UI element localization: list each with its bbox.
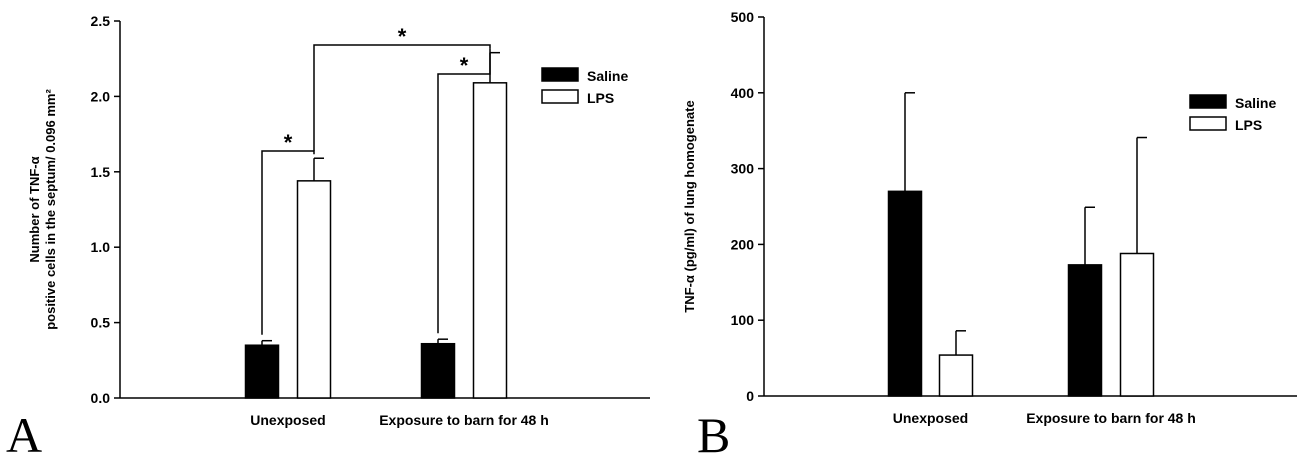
y-axis-label-line1: Number of TNF-α <box>27 156 42 262</box>
legend-label-lps: LPS <box>1235 117 1262 133</box>
bar-saline <box>244 344 280 399</box>
y-tick-label: 1.5 <box>91 164 111 180</box>
x-category-label: Exposure to barn for 48 h <box>379 412 549 428</box>
bar-lps <box>296 180 332 399</box>
panel-b-chart: 0 100 200 300 400 500 TNF-α (pg/ml) of lung ho… <box>682 9 1297 455</box>
panel-a-chart: 0.0 0.5 1.0 1.5 2.0 2.5 Number of TNF-α positiv… <box>6 13 650 455</box>
significance-bracket <box>313 44 491 151</box>
panel-letter: B <box>697 407 730 455</box>
legend-swatch-lps <box>541 89 579 104</box>
legend-label-saline: Saline <box>1235 95 1276 111</box>
legend-swatch-saline <box>1189 94 1227 109</box>
y-tick-label: 300 <box>731 161 755 177</box>
y-axis-label: TNF-α (pg/ml) of lung homogenate <box>682 100 697 312</box>
significance-bracket <box>261 150 315 335</box>
x-category-label: Unexposed <box>893 410 968 426</box>
y-tick-label: 200 <box>731 236 755 252</box>
y-tick-label: 100 <box>731 312 755 328</box>
x-category-label: Exposure to barn for 48 h <box>1026 410 1196 426</box>
significance-bracket <box>437 48 491 334</box>
y-tick-label: 0 <box>746 388 754 404</box>
y-tick-label: 500 <box>731 9 755 25</box>
bar-saline <box>420 342 456 399</box>
legend-swatch-lps <box>1189 116 1227 131</box>
bar-lps <box>1119 252 1155 397</box>
y-tick-label: 2.5 <box>91 13 111 29</box>
bar-saline <box>887 190 923 397</box>
legend-swatch-saline <box>541 67 579 82</box>
y-tick-label: 1.0 <box>91 239 111 255</box>
bar-lps <box>938 354 974 397</box>
x-category-label: Unexposed <box>250 412 325 428</box>
significance-star: * <box>460 53 469 78</box>
bar-lps <box>472 82 508 399</box>
y-tick-label: 400 <box>731 85 755 101</box>
panel-letter: A <box>6 407 42 455</box>
significance-star: * <box>398 24 407 49</box>
bar-saline <box>1067 264 1103 397</box>
y-axis-label-line2: positive cells in the septum/ 0.096 mm² <box>43 89 58 330</box>
y-tick-label: 2.0 <box>91 88 111 104</box>
y-tick-label: 0.5 <box>91 315 111 331</box>
legend-label-saline: Saline <box>587 68 628 84</box>
legend-label-lps: LPS <box>587 90 614 106</box>
significance-star: * <box>284 130 293 155</box>
y-tick-label: 0.0 <box>91 390 111 406</box>
